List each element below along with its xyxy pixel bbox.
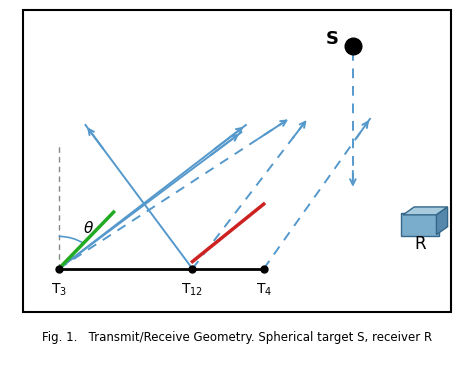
Polygon shape — [403, 207, 447, 215]
Text: S: S — [326, 30, 339, 48]
Polygon shape — [437, 207, 447, 235]
Text: $\theta$: $\theta$ — [83, 220, 94, 236]
Text: R: R — [414, 235, 426, 253]
Text: T$_4$: T$_4$ — [255, 282, 272, 298]
FancyBboxPatch shape — [23, 10, 451, 312]
FancyBboxPatch shape — [401, 213, 438, 237]
Text: T$_{12}$: T$_{12}$ — [182, 282, 203, 298]
Text: Fig. 1.   Transmit/Receive Geometry. Spherical target S, receiver R: Fig. 1. Transmit/Receive Geometry. Spher… — [42, 331, 432, 343]
Text: T$_3$: T$_3$ — [51, 282, 67, 298]
